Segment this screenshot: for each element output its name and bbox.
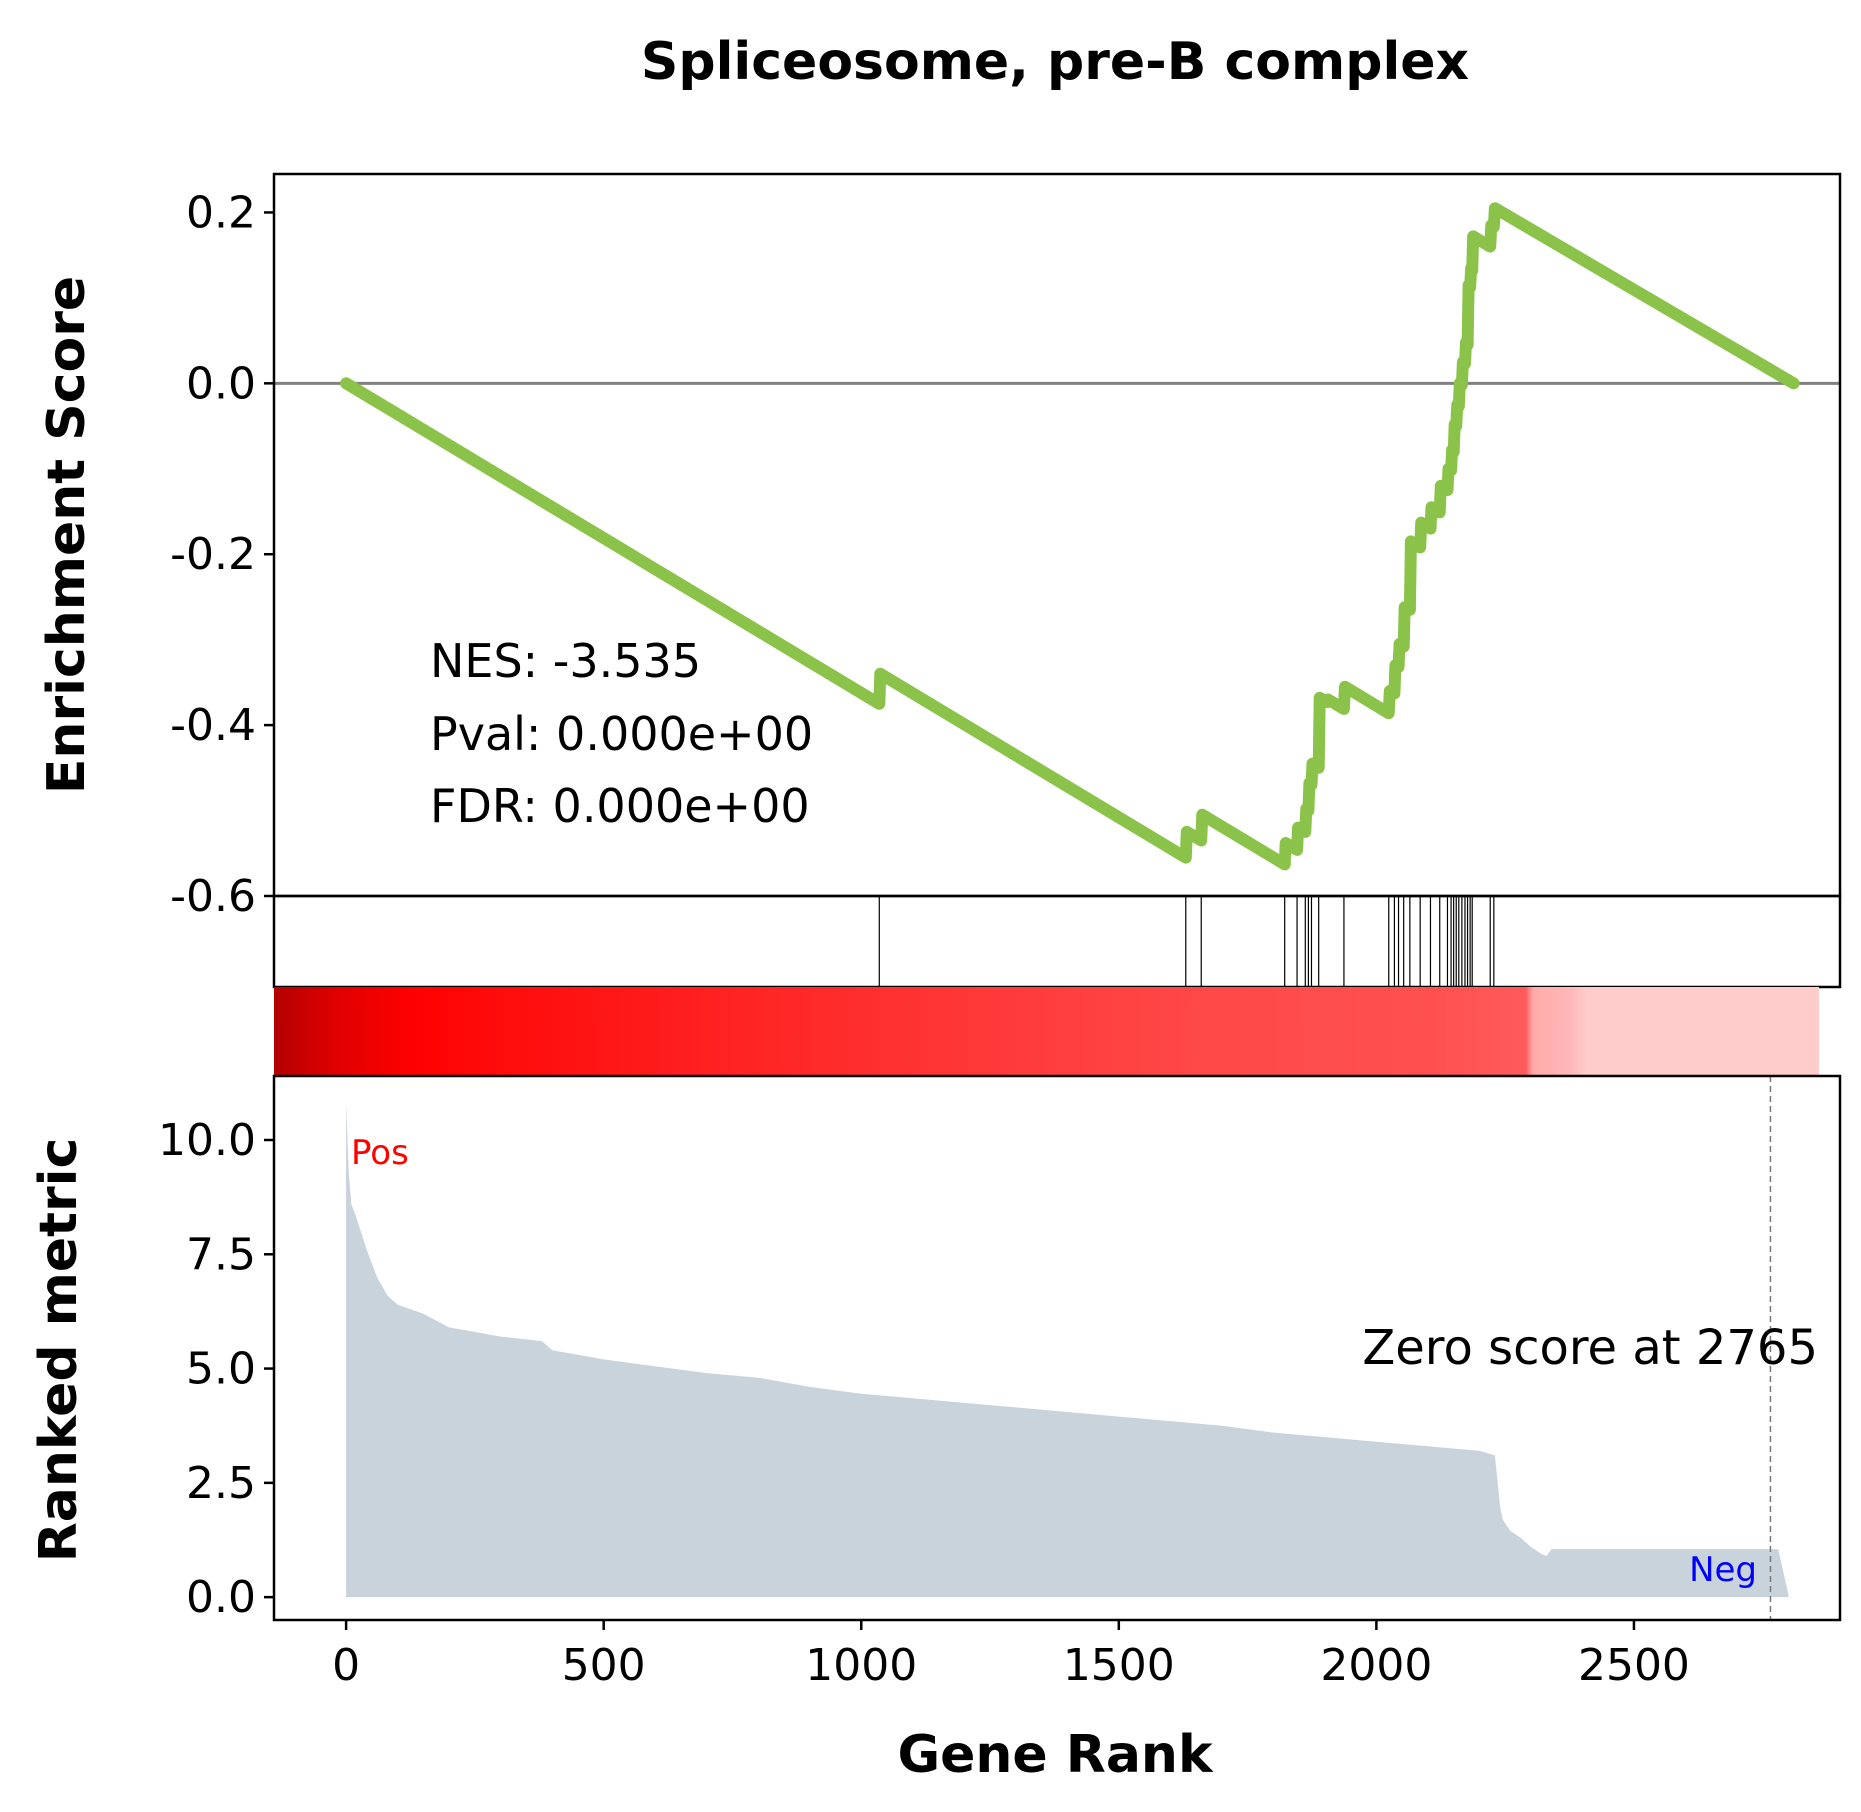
hits-panel [272,894,1842,989]
pos-label: Pos [351,1133,409,1173]
ranked-y-tick-label: 10.0 [158,1115,256,1166]
ranked-y-tick-label: 7.5 [186,1229,256,1280]
nes-stat: NES: -3.535 [430,634,701,688]
zero-score-label: Zero score at 2765 [1362,1320,1818,1376]
x-tick-label: 2000 [1320,1640,1432,1691]
pval-stat: Pval: 0.000e+00 [430,707,813,761]
chart-title: Spliceosome, pre-B complex [641,32,1469,92]
x-axis-label: Gene Rank [897,1725,1213,1785]
es-y-tick-label: 0.2 [186,187,256,238]
x-tick-label: 1500 [1063,1640,1175,1691]
es-y-axis-label: Enrichment Score [37,276,97,794]
ranked-y-ticks: 0.0 2.5 5.0 7.5 10.0 [158,1115,274,1623]
ranked-y-tick-label: 2.5 [186,1458,256,1509]
neg-label: Neg [1689,1550,1757,1590]
ranked-panel-frame [272,1074,1842,1622]
x-tick-label: 0 [332,1640,360,1691]
x-tick-label: 1000 [805,1640,917,1691]
ranked-y-tick-label: 0.0 [186,1572,256,1623]
x-tick-label: 2500 [1578,1640,1690,1691]
es-y-ticks: 0.2 0.0 -0.2 -0.4 -0.6 [170,187,274,922]
es-y-tick-label: -0.6 [170,871,256,922]
fdr-stat: FDR: 0.000e+00 [430,779,810,833]
ranked-metric-area [346,1103,1789,1598]
ranked-panel: 0.0 2.5 5.0 7.5 10.0 Ranked metric Zero scor… [29,1074,1842,1623]
hit-lines [878,896,1495,987]
es-panel: 0.2 0.0 -0.2 -0.4 -0.6 Enrichment Score NES:… [37,172,1842,922]
hits-panel-frame [272,894,1842,989]
ranked-y-axis-label: Ranked metric [29,1138,89,1563]
es-y-tick-label: -0.2 [170,529,256,580]
rank-color-bar [274,987,1819,1076]
x-tick-label: 500 [562,1640,646,1691]
es-curve-line [340,202,1800,871]
ranked-y-tick-label: 5.0 [186,1344,256,1395]
x-axis-ticks: 0 500 1000 1500 2000 2500 [332,1620,1690,1691]
es-y-tick-label: 0.0 [186,358,256,409]
es-y-tick-label: -0.4 [170,700,256,751]
